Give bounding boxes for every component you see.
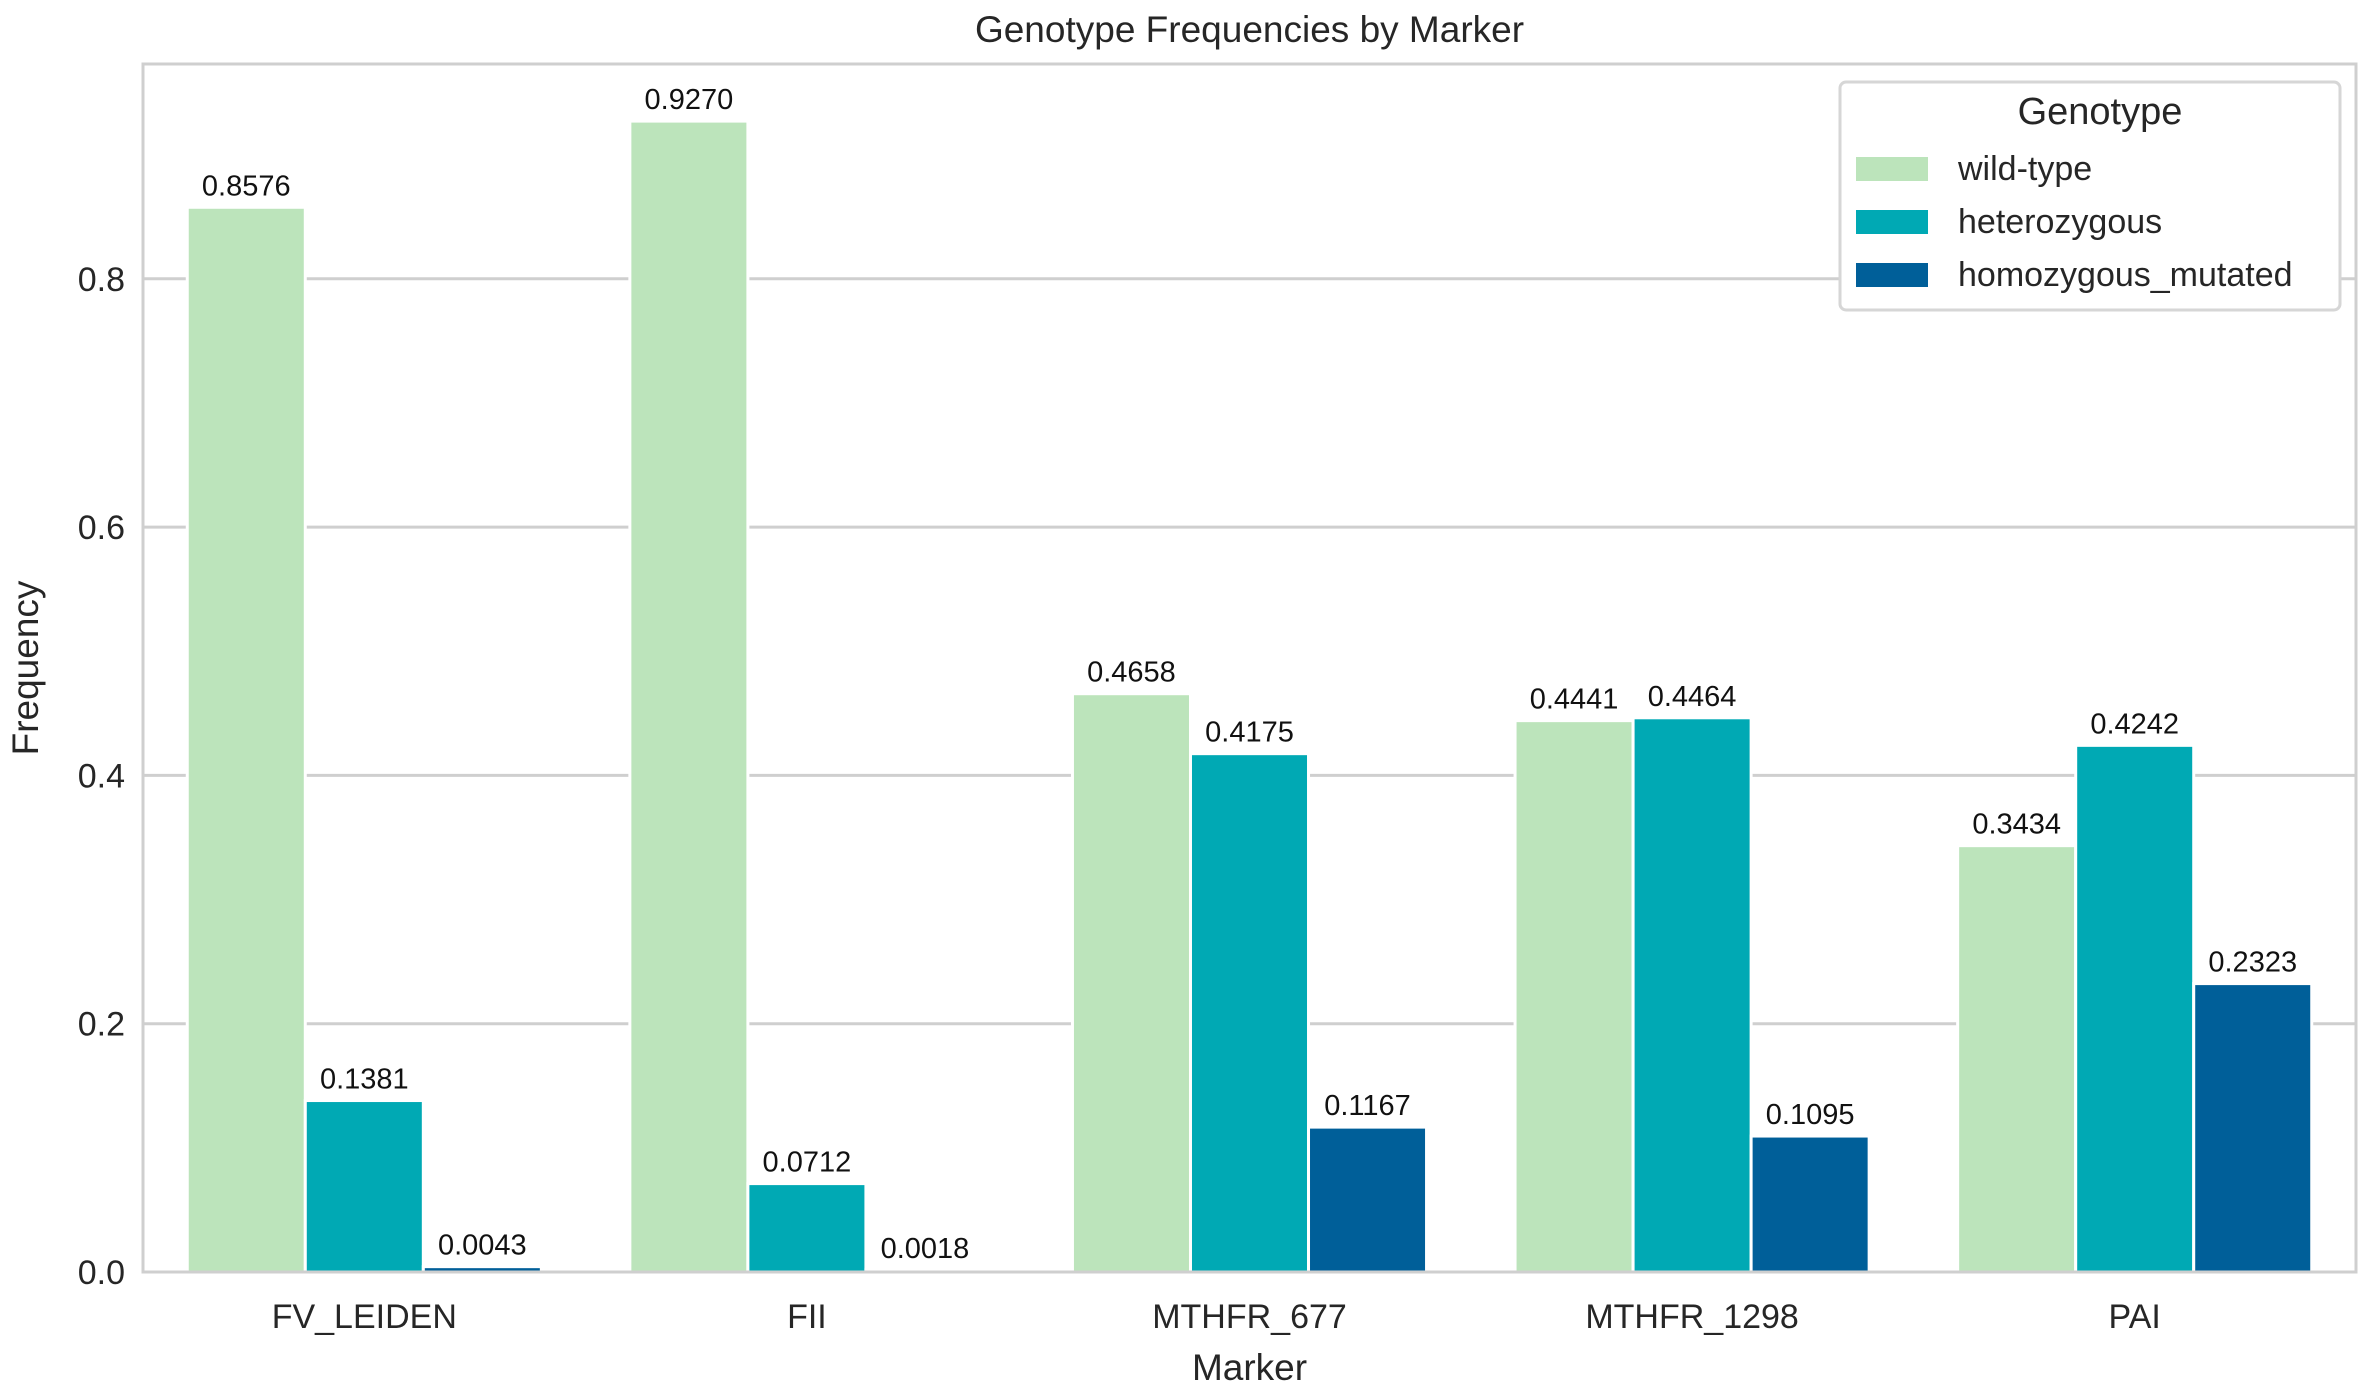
y-tick-label-0-0: 0.0: [78, 1254, 125, 1292]
x-tick-label-fv-leiden: FV_LEIDEN: [272, 1298, 457, 1336]
x-tick-label-mthfr-677: MTHFR_677: [1152, 1298, 1347, 1336]
bar-fii-wild-type: [628, 119, 750, 1274]
plot-frame: [141, 62, 2358, 1274]
y-axis-label: Frequency: [5, 580, 46, 755]
data-label-fii-homozygous-mutated: 0.0018: [881, 1233, 970, 1265]
legend-label-heterozygous: heterozygous: [1958, 203, 2162, 241]
axis-ticks: 0.0 0.2 0.4 0.6 0.8 FV_LEIDEN FII MTHFR_677 MTHF…: [78, 261, 2161, 1336]
data-label-pai-heterozygous: 0.4242: [2090, 708, 2179, 740]
y-tick-label-0-6: 0.6: [78, 509, 125, 547]
data-label-fv-leiden-wild-type: 0.8576: [202, 170, 291, 202]
data-label-fv-leiden-heterozygous: 0.1381: [320, 1064, 409, 1096]
legend-label-homozygous-mutated: homozygous_mutated: [1958, 256, 2293, 294]
x-axis-label: Marker: [1192, 1347, 1307, 1388]
bars: [185, 119, 2314, 1274]
data-label-fii-wild-type: 0.9270: [645, 84, 734, 116]
legend-box: [1838, 80, 2342, 312]
bar-mthfr-677-wild-type: [1070, 692, 1192, 1274]
bar-mthfr-1298-homozygous-mutated: [1749, 1134, 1871, 1274]
y-tick-label-0-2: 0.2: [78, 1006, 125, 1044]
bar-fv-leiden-wild-type: [185, 205, 307, 1274]
bar-pai-wild-type: [1956, 844, 2078, 1274]
data-label-fii-heterozygous: 0.0712: [763, 1147, 852, 1179]
legend-title: Genotype: [2018, 91, 2183, 133]
legend-label-wild-type: wild-type: [1957, 150, 2092, 188]
chart-title: Genotype Frequencies by Marker: [975, 9, 1524, 50]
legend-swatch-wild-type: [1856, 157, 1928, 181]
x-tick-label-mthfr-1298: MTHFR_1298: [1585, 1298, 1799, 1336]
data-label-pai-wild-type: 0.3434: [1972, 809, 2061, 841]
x-tick-label-fii: FII: [787, 1298, 827, 1336]
data-label-mthfr-1298-homozygous-mutated: 0.1095: [1766, 1099, 1855, 1131]
legend-swatch-homozygous-mutated: [1856, 263, 1928, 287]
bar-pai-homozygous-mutated: [2192, 982, 2314, 1274]
data-label-mthfr-677-wild-type: 0.4658: [1087, 657, 1176, 689]
bar-mthfr-677-heterozygous: [1188, 752, 1311, 1274]
bar-pai-heterozygous: [2074, 743, 2196, 1274]
x-tick-label-pai: PAI: [2109, 1298, 2161, 1336]
legend-items: wild-type heterozygous homozygous_mutated: [1856, 150, 2293, 294]
data-labels: 0.8576 0.1381 0.0043 0.9270 0.0712 0.0018 0.46…: [202, 84, 2297, 1265]
bar-fv-leiden-heterozygous: [303, 1099, 425, 1274]
data-label-pai-homozygous-mutated: 0.2323: [2208, 947, 2297, 979]
data-label-mthfr-677-heterozygous: 0.4175: [1205, 717, 1294, 749]
y-tick-label-0-8: 0.8: [78, 261, 125, 299]
legend: Genotype wild-type heterozygous homozygous…: [1838, 80, 2342, 312]
legend-swatch-heterozygous: [1856, 210, 1928, 234]
data-label-fv-leiden-homozygous-mutated: 0.0043: [438, 1230, 527, 1262]
bar-mthfr-1298-wild-type: [1513, 719, 1635, 1274]
bar-mthfr-1298-heterozygous: [1631, 716, 1753, 1274]
data-label-mthfr-1298-heterozygous: 0.4464: [1648, 681, 1737, 713]
data-label-mthfr-1298-wild-type: 0.4441: [1530, 684, 1619, 716]
bar-fii-heterozygous: [746, 1182, 868, 1274]
bar-mthfr-677-homozygous-mutated: [1307, 1125, 1429, 1274]
y-tick-label-0-4: 0.4: [78, 757, 125, 795]
data-label-mthfr-677-homozygous-mutated: 0.1167: [1324, 1090, 1411, 1122]
